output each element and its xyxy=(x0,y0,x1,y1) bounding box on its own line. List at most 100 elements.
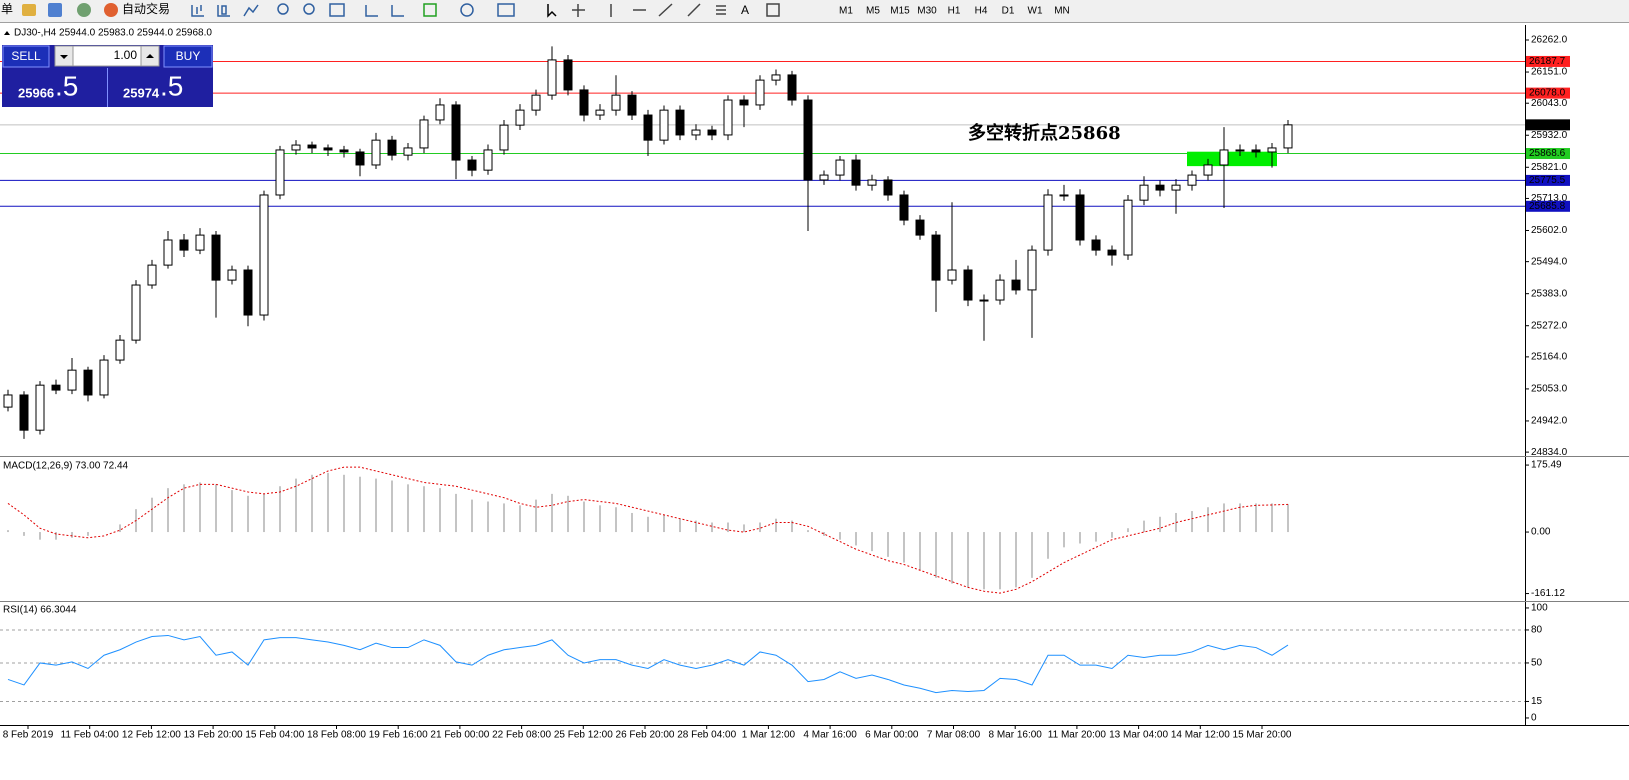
candle-body xyxy=(99,359,109,396)
candle-body xyxy=(403,147,413,156)
buy-price[interactable]: 25974 xyxy=(123,85,160,100)
buy-button[interactable] xyxy=(163,45,213,68)
candle-body xyxy=(275,149,285,196)
candle-body xyxy=(499,124,509,151)
y-tick-label: 25713.0 xyxy=(1531,193,1568,204)
y-tick-label: 26043.0 xyxy=(1531,98,1568,109)
candle-body xyxy=(1235,149,1245,152)
timeframe-button[interactable]: D1 xyxy=(1002,6,1015,17)
toolbar-icon[interactable] xyxy=(77,3,91,17)
candle-body xyxy=(195,234,205,251)
candle-body xyxy=(1123,199,1133,256)
candle-body xyxy=(595,109,605,116)
sell-price[interactable]: 25966 xyxy=(18,85,54,100)
symbol-header: DJ30-,H4 25944.0 25983.0 25944.0 25968.0 xyxy=(14,28,212,39)
candle-body xyxy=(1107,249,1117,256)
candle-body xyxy=(547,59,557,96)
line-chart-icon[interactable] xyxy=(243,4,259,17)
candle-body xyxy=(819,174,829,181)
candle-chart-icon[interactable] xyxy=(217,5,230,17)
y-tick-label: 25272.0 xyxy=(1531,320,1568,331)
auto-trading-icon[interactable] xyxy=(104,3,118,17)
timeframe-button[interactable]: M30 xyxy=(917,6,937,17)
lots-value[interactable]: 1.00 xyxy=(114,48,138,62)
menu-item[interactable]: 单 xyxy=(1,2,13,16)
time-label: 4 Mar 16:00 xyxy=(803,730,857,741)
time-label: 26 Feb 20:00 xyxy=(616,730,675,741)
buy-label[interactable]: BUY xyxy=(176,49,201,63)
rsi-line xyxy=(7,634,1289,694)
buy-price-fraction[interactable]: .5 xyxy=(160,70,183,101)
y-tick-label: 50 xyxy=(1531,658,1543,669)
text-tool[interactable]: A xyxy=(741,3,749,17)
y-tick-label: 25164.0 xyxy=(1531,352,1568,363)
time-label: 6 Mar 00:00 xyxy=(865,730,919,741)
y-tick-label: 24834.0 xyxy=(1531,447,1568,458)
candle-body xyxy=(579,89,589,116)
label-tool[interactable] xyxy=(766,3,780,17)
candle-body xyxy=(723,99,733,136)
bar-chart-icon[interactable] xyxy=(191,5,204,17)
chart-area xyxy=(0,25,1525,725)
sell-label[interactable]: SELL xyxy=(11,49,41,63)
candle-body xyxy=(291,144,301,151)
arrow-down xyxy=(60,55,68,59)
candle-body xyxy=(643,114,653,141)
price-level-label: 25775.5 xyxy=(1529,175,1566,186)
candle-body xyxy=(1251,149,1261,153)
sell-price-fraction[interactable]: .5 xyxy=(55,70,78,101)
candle-body xyxy=(675,109,685,136)
price-level-tag xyxy=(1526,55,1570,67)
y-tick-label: 25821.0 xyxy=(1531,162,1568,173)
price-level-tag xyxy=(1526,200,1570,212)
candle-body xyxy=(483,149,493,171)
candle-body xyxy=(131,284,141,341)
template-icon[interactable] xyxy=(497,3,515,17)
candle-body xyxy=(931,234,941,281)
period-icon[interactable] xyxy=(460,3,474,17)
auto-trading-button[interactable]: 自动交易 xyxy=(122,1,170,16)
timeframe-button[interactable]: W1 xyxy=(1028,6,1043,17)
indicator-icon[interactable] xyxy=(423,3,437,17)
timeframe-button[interactable]: M15 xyxy=(890,6,910,17)
price-level-tag xyxy=(1526,174,1570,186)
timeframe-button[interactable]: M5 xyxy=(866,6,880,17)
cursor-icon[interactable] xyxy=(547,4,557,18)
candle-body xyxy=(1283,124,1293,149)
y-tick-label: 25494.0 xyxy=(1531,256,1568,267)
turning-point-note: 多空转折点25868 xyxy=(968,122,1121,144)
timeframe-button[interactable]: H4 xyxy=(975,6,988,17)
time-label: 14 Mar 12:00 xyxy=(1171,730,1230,741)
candle-body xyxy=(1059,194,1069,197)
scroll-icon[interactable] xyxy=(365,5,404,17)
y-tick-label: 100 xyxy=(1531,603,1548,614)
price-level-label: 25868.6 xyxy=(1529,148,1566,159)
candle-body xyxy=(611,94,621,111)
candle-body xyxy=(387,139,397,156)
zoom-in-icon[interactable] xyxy=(277,3,289,15)
timeframe-button[interactable]: MN xyxy=(1054,6,1070,17)
candle-body xyxy=(115,339,125,361)
drawing-tools[interactable] xyxy=(572,3,726,17)
y-tick-label: 175.49 xyxy=(1531,460,1562,471)
candle-body xyxy=(899,194,909,221)
candle-body xyxy=(467,159,477,171)
time-label: 13 Mar 04:00 xyxy=(1109,730,1168,741)
sell-button[interactable] xyxy=(2,45,50,68)
timeframe-button[interactable]: M1 xyxy=(839,6,853,17)
candle-body xyxy=(259,194,269,316)
indicator-title: MACD(12,26,9) 73.00 72.44 xyxy=(3,461,129,472)
candle-body xyxy=(51,384,61,391)
zoom-out-icon[interactable] xyxy=(303,3,315,15)
time-label: 15 Feb 04:00 xyxy=(245,730,304,741)
time-label: 1 Mar 12:00 xyxy=(742,730,796,741)
toolbar-icon[interactable] xyxy=(22,4,36,16)
candle-body xyxy=(35,384,45,431)
y-tick-label: 0.00 xyxy=(1531,527,1551,538)
tile-icon[interactable] xyxy=(329,3,345,17)
candle-body xyxy=(243,269,253,316)
toolbar-icon[interactable] xyxy=(48,3,62,17)
candle-body xyxy=(179,239,189,251)
timeframe-button[interactable]: H1 xyxy=(948,6,961,17)
candle-body xyxy=(979,299,989,302)
